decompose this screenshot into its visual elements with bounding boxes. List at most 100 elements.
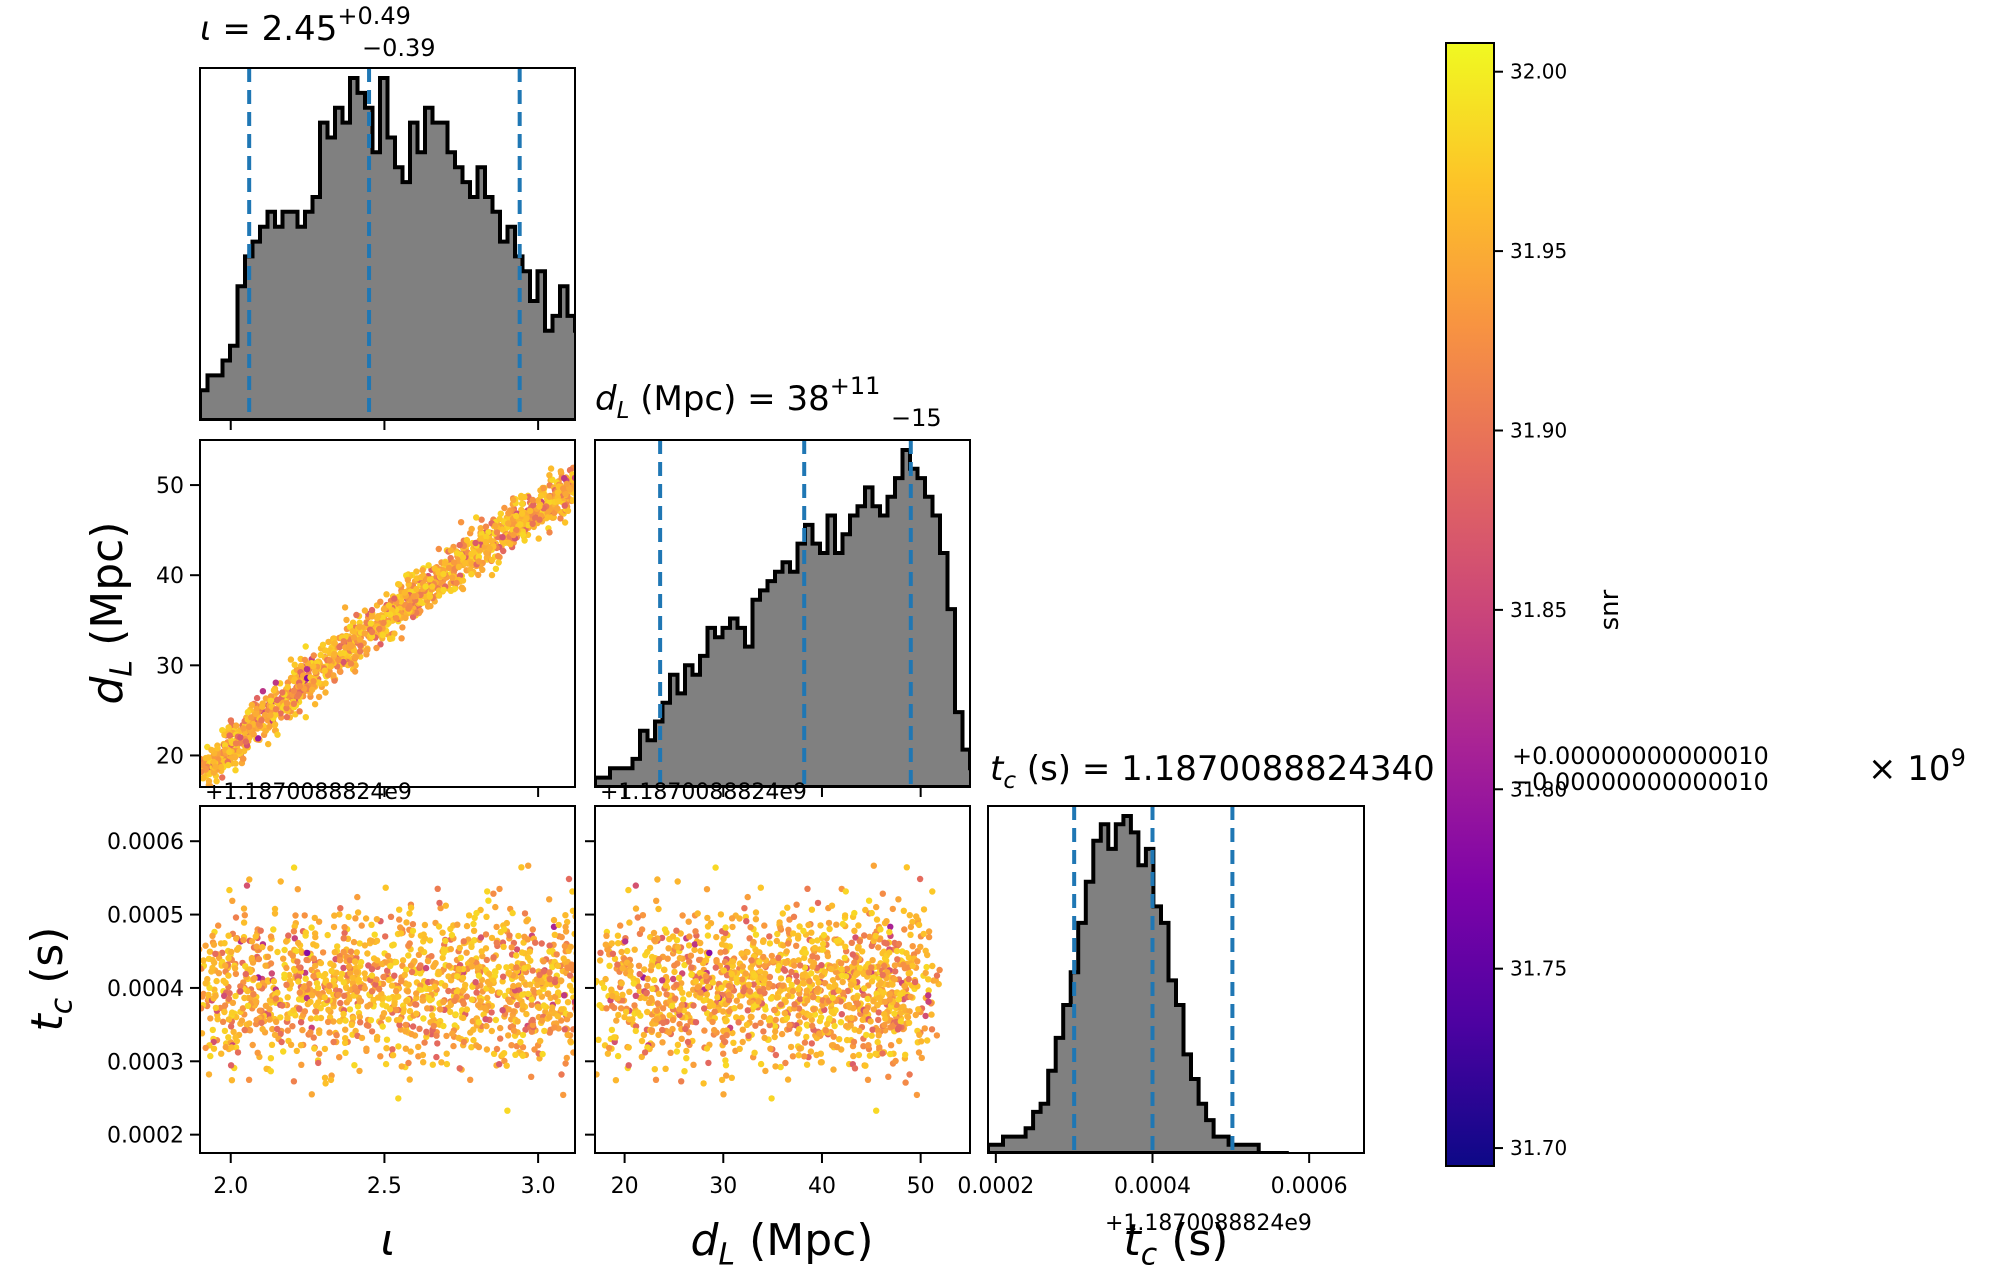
tc-vs-dL-point	[805, 921, 812, 929]
tc-vs-dL-point	[865, 897, 873, 904]
tc-vs-iota-point	[564, 918, 571, 926]
tc-vs-iota-point	[239, 1005, 247, 1012]
tc-vs-iota-point	[226, 990, 233, 997]
tc-vs-dL-point	[760, 1013, 768, 1020]
tc-vs-dL-point	[905, 975, 912, 983]
tc-vs-iota-point	[400, 1006, 407, 1013]
tc-vs-dL-point	[748, 1013, 755, 1021]
dL-vs-iota-point	[479, 566, 486, 573]
dL-vs-iota-point	[563, 480, 570, 488]
dL-vs-iota-point	[315, 679, 322, 686]
dL-vs-iota-point	[336, 668, 344, 675]
dL-vs-iota-point	[253, 694, 261, 702]
tc-vs-iota-point	[510, 1008, 517, 1015]
tc-vs-iota-point	[391, 1001, 398, 1008]
tc-vs-dL-point	[655, 963, 662, 970]
dL-vs-iota-point	[505, 510, 512, 517]
tc-vs-dL-point	[925, 998, 932, 1005]
tc-vs-iota-point	[399, 957, 407, 964]
tc-vs-iota-point	[228, 1077, 236, 1084]
tc-vs-iota-point	[296, 989, 303, 996]
tc-vs-iota-point	[330, 923, 338, 931]
tc-vs-dL-point	[810, 1006, 817, 1013]
tc-vs-dL-point	[921, 1025, 928, 1032]
tc-vs-iota-point	[220, 977, 227, 984]
tc-vs-iota-point	[383, 1036, 391, 1043]
tc-vs-dL-point	[875, 1027, 882, 1034]
tc-vs-dL-point	[889, 981, 896, 988]
tc-vs-dL-point	[886, 990, 894, 998]
dL-vs-iota-point	[253, 705, 260, 713]
tc-vs-dL-point	[886, 996, 893, 1003]
tc-vs-dL-point	[703, 991, 711, 998]
tc-vs-iota-point	[351, 958, 359, 965]
iota-hist-frame	[199, 67, 576, 421]
tc-vs-iota-point	[565, 875, 573, 883]
tc-vs-dL-point	[851, 959, 858, 966]
tc-vs-dL-point	[925, 928, 933, 935]
dL-vs-iota-point	[248, 701, 256, 709]
tc-vs-iota-point	[312, 962, 319, 969]
tc-vs-dL-point	[720, 967, 728, 974]
tc-vs-iota-point	[324, 931, 331, 939]
tc-vs-iota-point	[349, 974, 356, 981]
tc-vs-iota-point	[396, 1021, 403, 1029]
dL-vs-iota-point	[529, 520, 536, 527]
tc-vs-dL-point	[631, 1002, 638, 1009]
tc-vs-iota-point	[415, 951, 423, 958]
dL-vs-iota-point	[396, 581, 403, 588]
tc-vs-iota-point	[435, 923, 443, 930]
tc-vs-iota-point	[310, 972, 317, 980]
tc-vs-dL-point	[742, 970, 749, 977]
colorbar-gradient	[1445, 42, 1495, 1167]
tc-vs-dL-point	[886, 928, 893, 936]
dL-vs-iota-point	[404, 576, 412, 584]
dL-vs-iota-point	[232, 740, 240, 747]
tc-vs-iota-point	[497, 1024, 504, 1032]
tc-vs-dL-point	[618, 948, 625, 956]
tc-vs-dL-point	[839, 978, 846, 986]
tc-vs-dL-point	[704, 1010, 711, 1017]
tc-vs-dL-point	[767, 995, 775, 1002]
tc-vs-iota-point	[436, 899, 443, 907]
tc-vs-iota-point	[420, 997, 427, 1004]
tc-vs-dL-point	[795, 1012, 802, 1019]
tc-vs-iota-point	[484, 994, 491, 1002]
tc-vs-iota-point	[546, 942, 553, 949]
tc-vs-iota-point	[479, 952, 486, 960]
tc-vs-iota-point	[382, 1060, 390, 1068]
tc-vs-iota-point	[391, 972, 398, 979]
tc-vs-dL-point	[766, 940, 774, 947]
tc-vs-iota-point	[551, 931, 558, 938]
tc-vs-dL-point	[901, 926, 908, 933]
tc-vs-dL-point	[627, 968, 634, 975]
tc-vs-iota-point	[202, 942, 209, 949]
tc-hist-histogram-step	[988, 814, 1289, 1153]
tc-vs-iota-point	[419, 1051, 427, 1059]
tc-vs-iota-point	[562, 923, 569, 931]
dL-vs-iota-point	[546, 493, 553, 500]
tc-vs-iota-point	[250, 991, 257, 998]
tc-vs-dL-point	[781, 1010, 788, 1017]
tc-vs-dL-point	[722, 924, 729, 931]
tc-vs-iota-point	[255, 982, 262, 989]
tc-vs-iota-point	[440, 946, 447, 953]
dL-vs-iota-point	[367, 620, 375, 627]
tc-vs-iota-point	[483, 1022, 490, 1030]
tc-vs-dL-point	[614, 995, 621, 1002]
tc-vs-dL-point	[691, 941, 699, 948]
tc-vs-dL-point	[759, 938, 767, 945]
tc-vs-iota-point	[246, 876, 253, 883]
tc-vs-dL-point	[879, 890, 886, 897]
tc-vs-dL-point	[829, 994, 836, 1002]
tc-vs-dL-point	[658, 934, 666, 942]
tc-vs-iota-point	[356, 998, 363, 1005]
tc-vs-dL-point	[745, 981, 753, 988]
dL-vs-iota-point	[200, 761, 206, 769]
tc-vs-iota-point	[313, 1014, 320, 1022]
tc-vs-iota-point	[406, 1076, 413, 1083]
tc-vs-iota-point	[405, 981, 412, 988]
tc-vs-dL-point	[850, 1052, 857, 1060]
tc-vs-iota-point	[358, 1034, 366, 1042]
tc-vs-dL-point	[740, 988, 747, 995]
